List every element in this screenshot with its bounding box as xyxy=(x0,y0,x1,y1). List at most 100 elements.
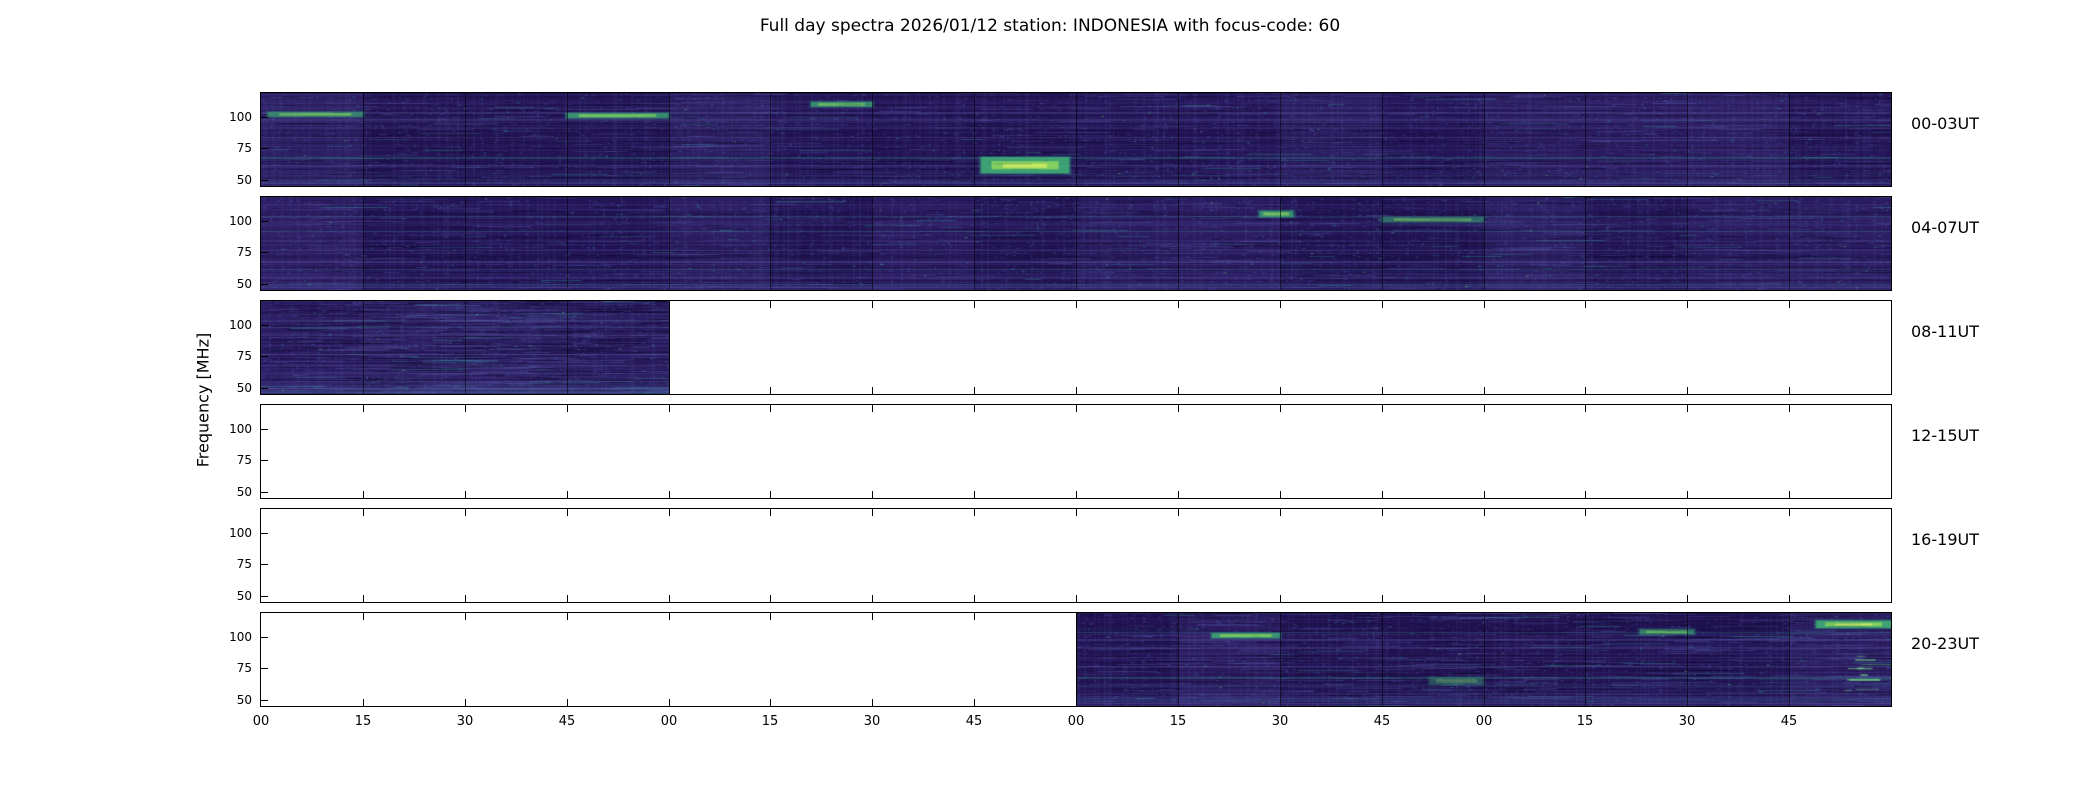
x-tick xyxy=(974,301,975,308)
ytick-label: 50 xyxy=(236,693,252,707)
segment-seam xyxy=(1789,93,1790,186)
x-tick xyxy=(1178,491,1179,498)
xtick-label: 30 xyxy=(456,714,474,729)
x-tick xyxy=(770,405,771,412)
segment-seam xyxy=(1382,613,1383,706)
x-tick xyxy=(1687,301,1688,308)
segment-seam xyxy=(1484,93,1485,186)
y-tick xyxy=(261,429,268,430)
ytick-label: 100 xyxy=(229,318,252,332)
segment-seam xyxy=(1687,613,1688,706)
x-tick xyxy=(1280,387,1281,394)
x-tick xyxy=(1076,387,1077,394)
x-tick xyxy=(1076,595,1077,602)
xtick-label: 30 xyxy=(863,714,881,729)
spectro-row-3: 100 75 50 12-15UT xyxy=(229,404,1979,499)
x-tick xyxy=(567,509,568,516)
x-tick xyxy=(1178,509,1179,516)
x-tick xyxy=(1585,491,1586,498)
y-tick xyxy=(261,533,268,534)
segment-seam xyxy=(974,197,975,290)
xtick-label: 30 xyxy=(1271,714,1289,729)
segment-seam xyxy=(567,93,568,186)
x-tick xyxy=(1178,387,1179,394)
x-tick xyxy=(465,613,466,620)
x-tick xyxy=(872,405,873,412)
x-tick xyxy=(363,699,364,706)
y-tick xyxy=(261,596,268,597)
x-tick xyxy=(1076,405,1077,412)
x-tick xyxy=(770,595,771,602)
segment-seam xyxy=(1178,93,1179,186)
y-tick xyxy=(261,700,268,701)
x-tick xyxy=(1382,301,1383,308)
ytick-label: 75 xyxy=(236,245,252,259)
segment-seam xyxy=(1280,93,1281,186)
x-tick xyxy=(1585,387,1586,394)
x-tick xyxy=(1687,405,1688,412)
x-tick xyxy=(974,613,975,620)
segment-seam xyxy=(872,197,873,290)
x-tick xyxy=(1789,405,1790,412)
x-tick xyxy=(1484,491,1485,498)
xtick-label: 15 xyxy=(354,714,372,729)
ytick-label: 75 xyxy=(236,349,252,363)
x-tick xyxy=(770,301,771,308)
x-tick xyxy=(465,491,466,498)
ytick-label: 75 xyxy=(236,661,252,675)
x-tick xyxy=(1789,595,1790,602)
x-tick xyxy=(567,491,568,498)
ytick-label: 75 xyxy=(236,453,252,467)
x-tick xyxy=(363,595,364,602)
segment-seam xyxy=(770,93,771,186)
xtick-label: 00 xyxy=(1067,714,1085,729)
data-edge xyxy=(669,301,670,394)
x-tick xyxy=(567,613,568,620)
x-tick xyxy=(1280,301,1281,308)
x-tick xyxy=(1076,301,1077,308)
x-tick xyxy=(669,491,670,498)
y-tick xyxy=(261,460,268,461)
segment-seam xyxy=(872,93,873,186)
segment-seam xyxy=(1280,197,1281,290)
x-tick xyxy=(567,595,568,602)
ytick-label: 100 xyxy=(229,110,252,124)
x-tick xyxy=(1789,301,1790,308)
x-tick xyxy=(974,595,975,602)
segment-seam xyxy=(1687,93,1688,186)
x-tick xyxy=(567,699,568,706)
spectro-row-0: 100 75 50 00-03UT xyxy=(229,92,1979,187)
x-tick xyxy=(974,509,975,516)
x-tick xyxy=(872,509,873,516)
y-tick xyxy=(261,180,268,181)
spectro-row-4: 100 75 50 16-19UT xyxy=(229,508,1979,603)
x-tick xyxy=(1484,387,1485,394)
xtick-label: 15 xyxy=(761,714,779,729)
x-tick xyxy=(1382,405,1383,412)
ytick-label: 100 xyxy=(229,526,252,540)
x-tick xyxy=(1280,509,1281,516)
segment-seam xyxy=(669,197,670,290)
x-tick xyxy=(1076,491,1077,498)
ytick-label: 75 xyxy=(236,141,252,155)
row-label: 08-11UT xyxy=(1911,321,1979,341)
segment-seam xyxy=(363,93,364,186)
x-tick xyxy=(1687,387,1688,394)
row-label: 20-23UT xyxy=(1911,633,1979,653)
xtick-label: 00 xyxy=(660,714,678,729)
x-tick xyxy=(1382,509,1383,516)
y-tick xyxy=(261,388,268,389)
xtick-label: 30 xyxy=(1678,714,1696,729)
x-tick xyxy=(770,699,771,706)
spectro-row-5: 100 75 50 20-23UT xyxy=(229,612,1979,707)
segment-seam xyxy=(1585,197,1586,290)
segment-seam xyxy=(669,93,670,186)
x-tick xyxy=(1585,301,1586,308)
ytick-label: 100 xyxy=(229,214,252,228)
row-label: 04-07UT xyxy=(1911,217,1979,237)
x-tick xyxy=(363,509,364,516)
x-tick xyxy=(1076,509,1077,516)
xtick-label: 45 xyxy=(965,714,983,729)
segment-seam xyxy=(1382,93,1383,186)
x-tick xyxy=(1484,405,1485,412)
